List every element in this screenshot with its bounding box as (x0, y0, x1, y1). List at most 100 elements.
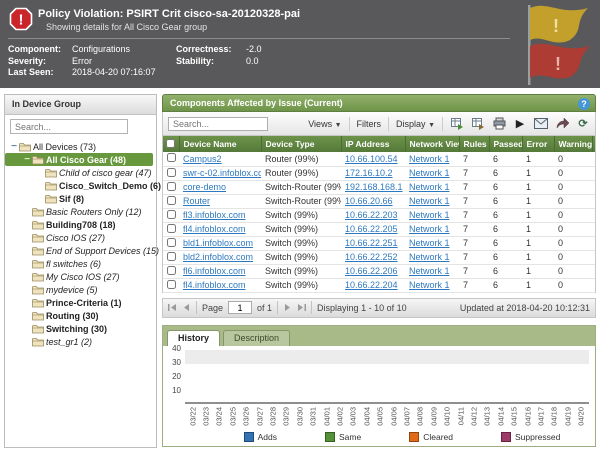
col-ip-address[interactable]: IP Address (341, 136, 405, 152)
row-checkbox[interactable] (167, 280, 176, 289)
ip-address-link[interactable]: 10.66.22.204 (345, 280, 398, 290)
device-group-search-input[interactable] (10, 119, 128, 134)
table-body: Campus2Router (99%)10.66.100.54Network 1… (163, 152, 596, 292)
filters-menu[interactable]: Filters (357, 119, 382, 129)
network-view-link[interactable]: Network 1 (409, 168, 450, 178)
row-checkbox[interactable] (167, 196, 176, 205)
row-checkbox[interactable] (167, 182, 176, 191)
tree-collapse-toggle[interactable]: − (22, 155, 32, 165)
next-page-icon[interactable] (283, 303, 292, 312)
tree-item[interactable]: mydevice (5) (5, 283, 156, 296)
device-name-link[interactable]: core-demo (183, 182, 226, 192)
tree-item[interactable]: Cisco_Switch_Demo (6) (5, 179, 156, 192)
device-name-link[interactable]: swr-c-02.infoblox.com (183, 168, 261, 178)
tab-description[interactable]: Description (223, 330, 290, 346)
row-checkbox[interactable] (167, 266, 176, 275)
row-checkbox[interactable] (167, 153, 176, 162)
network-view-link[interactable]: Network 1 (409, 154, 450, 164)
prev-page-icon[interactable] (182, 303, 191, 312)
ip-address-link[interactable]: 10.66.100.54 (345, 154, 398, 164)
device-name-link[interactable]: fl4.infoblox.com (183, 280, 246, 290)
col-network-view[interactable]: Network View (405, 136, 459, 152)
network-view-link[interactable]: Network 1 (409, 210, 450, 220)
tree-item[interactable]: fl switches (6) (5, 257, 156, 270)
run-icon[interactable]: ▶ (513, 117, 527, 131)
stability-label: Stability: (176, 56, 244, 68)
tree-item[interactable]: Prince-Criteria (1) (5, 296, 156, 309)
row-checkbox[interactable] (167, 252, 176, 261)
col-device-name[interactable]: Device Name (179, 136, 261, 152)
col-error[interactable]: Error (522, 136, 554, 152)
device-name-link[interactable]: fl6.infoblox.com (183, 266, 246, 276)
network-view-link[interactable]: Network 1 (409, 224, 450, 234)
col-info[interactable]: Info (592, 136, 596, 152)
page-number-input[interactable] (228, 301, 252, 314)
col-passed[interactable]: Passed (489, 136, 522, 152)
tree-item[interactable]: Sif (8) (5, 192, 156, 205)
ip-address-link[interactable]: 10.66.20.66 (345, 196, 393, 206)
tree-item-label: End of Support Devices (15) (46, 246, 159, 256)
network-view-link[interactable]: Network 1 (409, 252, 450, 262)
device-name-link[interactable]: fl4.infoblox.com (183, 224, 246, 234)
network-view-link[interactable]: Network 1 (409, 266, 450, 276)
tree-item[interactable]: End of Support Devices (15) (5, 244, 156, 257)
help-icon[interactable]: ? (578, 98, 590, 110)
device-name-link[interactable]: Campus2 (183, 154, 222, 164)
device-name-link[interactable]: bld1.infoblox.com (183, 238, 253, 248)
device-name-link[interactable]: bld2.infoblox.com (183, 252, 253, 262)
ip-address-link[interactable]: 10.66.22.205 (345, 224, 398, 234)
tree-item[interactable]: Building708 (18) (5, 218, 156, 231)
first-page-icon[interactable] (168, 303, 177, 312)
ip-address-link[interactable]: 10.66.22.252 (345, 252, 398, 262)
refresh-icon[interactable]: ⟳ (576, 117, 590, 131)
tree-item[interactable]: Child of cisco gear (47) (5, 166, 156, 179)
network-view-link[interactable]: Network 1 (409, 182, 450, 192)
row-checkbox[interactable] (167, 210, 176, 219)
display-menu[interactable]: Display ▼ (396, 119, 435, 129)
tree-collapse-toggle[interactable]: − (9, 142, 19, 152)
cell-warning: 0 (554, 264, 592, 278)
row-checkbox-cell (163, 222, 179, 236)
row-checkbox[interactable] (167, 168, 176, 177)
network-view-link[interactable]: Network 1 (409, 280, 450, 290)
cell-device-name: fl3.infoblox.com (179, 208, 261, 222)
ip-address-link[interactable]: 10.66.22.203 (345, 210, 398, 220)
col-warning[interactable]: Warning (554, 136, 592, 152)
select-all-checkbox[interactable] (166, 139, 175, 148)
cell-error: 1 (522, 264, 554, 278)
cell-passed: 6 (489, 236, 522, 250)
ip-address-link[interactable]: 10.66.22.251 (345, 238, 398, 248)
ip-address-link[interactable]: 172.16.10.2 (345, 168, 393, 178)
components-search-input[interactable] (168, 117, 268, 131)
tree-item[interactable]: −All Cisco Gear (48) (5, 153, 153, 166)
tree-item[interactable]: Cisco IOS (27) (5, 231, 156, 244)
row-checkbox[interactable] (167, 238, 176, 247)
ip-address-link[interactable]: 10.66.22.206 (345, 266, 398, 276)
tree-item[interactable]: My Cisco IOS (27) (5, 270, 156, 283)
cell-network-view: Network 1 (405, 222, 459, 236)
col-device-type[interactable]: Device Type (261, 136, 341, 152)
last-page-icon[interactable] (297, 303, 306, 312)
cell-passed: 6 (489, 152, 522, 166)
export-report-icon[interactable] (471, 117, 485, 131)
network-view-link[interactable]: Network 1 (409, 238, 450, 248)
export-table-icon[interactable] (450, 117, 464, 131)
legend-item-adds: Adds (244, 432, 277, 442)
row-checkbox[interactable] (167, 224, 176, 233)
tree-item[interactable]: Basic Routers Only (12) (5, 205, 156, 218)
print-icon[interactable] (492, 117, 506, 131)
tree-item[interactable]: Routing (30) (5, 309, 156, 322)
col-rules[interactable]: Rules (459, 136, 489, 152)
tree-item[interactable]: Switching (30) (5, 322, 156, 335)
tree-item[interactable]: −All Devices (73) (5, 140, 156, 153)
x-tick-label: 04/01 (322, 406, 331, 431)
chart-x-axis-labels: 03/2203/2303/2403/2503/2603/2703/2803/29… (185, 406, 589, 431)
tree-item[interactable]: test_gr1 (2) (5, 335, 156, 348)
network-view-link[interactable]: Network 1 (409, 196, 450, 206)
device-name-link[interactable]: fl3.infoblox.com (183, 210, 246, 220)
views-menu[interactable]: Views ▼ (308, 119, 341, 129)
email-icon[interactable] (534, 117, 548, 131)
ip-address-link[interactable]: 192.168.168.1 (345, 182, 403, 192)
share-icon[interactable] (555, 117, 569, 131)
device-name-link[interactable]: Router (183, 196, 210, 206)
